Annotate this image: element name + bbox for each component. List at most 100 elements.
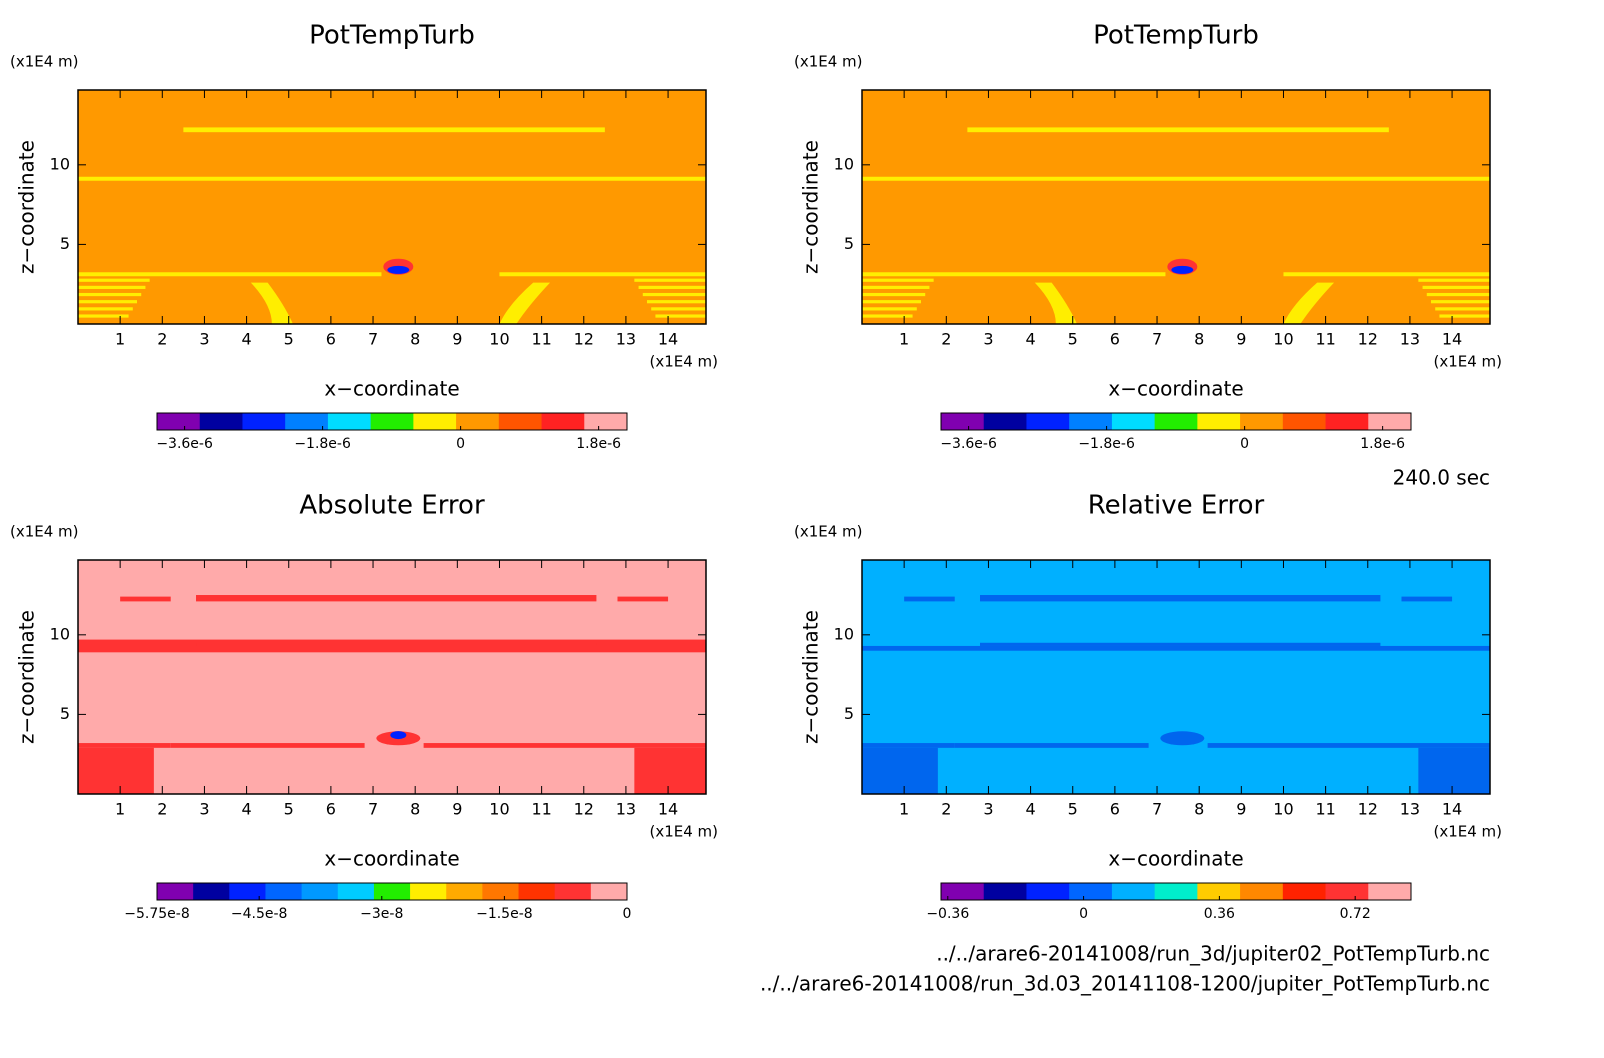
- x-tick-label: 14: [1442, 800, 1462, 819]
- colorbar-swatch: [413, 413, 457, 430]
- plot-frame: [861, 559, 1491, 795]
- contour-band: [634, 747, 706, 794]
- colorbar-swatch: [1282, 413, 1327, 430]
- colorbar-swatch: [1026, 413, 1070, 430]
- colorbar-swatch: [1282, 883, 1327, 900]
- contour-band: [196, 642, 597, 646]
- colorbar-swatch: [157, 413, 201, 430]
- colorbar-tick-label: 0: [1079, 906, 1088, 922]
- colorbar-swatch: [1197, 883, 1241, 900]
- colorbar-swatch: [285, 413, 329, 430]
- plot-frame: [861, 89, 1491, 325]
- x-tick-label: 8: [1194, 800, 1204, 819]
- colorbar-swatch: [1154, 883, 1198, 900]
- colorbar-swatch: [1154, 413, 1198, 430]
- colorbar-swatch: [410, 883, 447, 900]
- x-tick-label: 5: [284, 330, 294, 349]
- contour-band: [499, 272, 706, 277]
- x-tick-label: 1: [115, 330, 125, 349]
- plot-frame: [77, 559, 707, 795]
- x-tick-label: 5: [284, 800, 294, 819]
- x-tick-label: 3: [199, 330, 209, 349]
- chart-title: Relative Error: [1088, 491, 1265, 521]
- x-tick-label: 5: [1068, 330, 1078, 349]
- colorbar-tick-label: −3e-8: [360, 906, 403, 922]
- x-tick-label: 1: [899, 330, 909, 349]
- x-tick-label: 8: [410, 330, 420, 349]
- colorbar-swatch: [590, 883, 628, 900]
- contour-blob: [1160, 731, 1205, 746]
- colorbar-swatch: [1325, 413, 1369, 430]
- x-tick-label: 4: [241, 800, 251, 819]
- contour-band: [1401, 596, 1453, 602]
- colorbar-swatch: [337, 883, 375, 900]
- contour-field: [861, 89, 1491, 325]
- x-tick-label: 9: [1236, 330, 1246, 349]
- colorbar-swatch: [1069, 413, 1113, 430]
- x-tick-label: 11: [1315, 800, 1335, 819]
- x-tick-label: 14: [1442, 330, 1462, 349]
- colorbar-swatch: [229, 883, 266, 900]
- x-tick-label: 10: [489, 800, 509, 819]
- x-tick-label: 13: [1400, 800, 1420, 819]
- contour-band: [617, 596, 669, 602]
- colorbar-swatch: [301, 883, 339, 900]
- y-unit: (x1E4 m): [794, 523, 863, 541]
- x-tick-label: 8: [410, 800, 420, 819]
- colorbar-swatch: [1111, 883, 1156, 900]
- contour-band: [1435, 307, 1490, 311]
- contour-band: [862, 292, 926, 297]
- colorbar-swatch: [518, 883, 556, 900]
- contour-band: [1439, 314, 1490, 318]
- contour-band: [1283, 282, 1335, 324]
- x-tick-label: 7: [1152, 800, 1162, 819]
- x-unit: (x1E4 m): [1433, 823, 1502, 841]
- contour-band: [183, 127, 605, 133]
- x-tick-label: 10: [489, 330, 509, 349]
- contour-band: [862, 645, 1490, 651]
- colorbar-swatch: [1368, 883, 1412, 900]
- x-tick-label: 9: [452, 330, 462, 349]
- y-tick-label: 10: [834, 624, 854, 643]
- contour-band: [980, 595, 1381, 602]
- x-tick-label: 6: [1110, 800, 1120, 819]
- colorbar-tick-label: 0: [623, 906, 632, 922]
- x-tick-label: 1: [115, 800, 125, 819]
- x-tick-label: 10: [1273, 330, 1293, 349]
- colorbar-tick-label: 0.72: [1340, 906, 1371, 922]
- contour-band: [646, 300, 706, 304]
- file-path: ../../arare6-20141008/run_3d.03_20141108…: [760, 972, 1490, 996]
- contour-band: [862, 743, 955, 748]
- panel: PotTempTurb (x1E4 m) (x1E4 m) x−coordinate z…: [794, 21, 1502, 453]
- colorbar-swatch: [941, 413, 985, 430]
- contour-band: [78, 176, 706, 181]
- y-tick-label: 5: [844, 704, 854, 723]
- panel: Relative Error (x1E4 m) (x1E4 m) x−coordina…: [794, 491, 1502, 923]
- colorbar-swatch: [1197, 413, 1241, 430]
- contour-band: [423, 743, 706, 748]
- contour-band: [120, 596, 171, 602]
- x-tick-label: 2: [157, 330, 167, 349]
- y-tick-label: 10: [834, 154, 854, 173]
- colorbar-tick-label: −1.8e-6: [294, 436, 351, 452]
- colorbar-swatch: [541, 413, 585, 430]
- colorbar-swatch: [1111, 413, 1156, 430]
- x-tick-label: 10: [1273, 800, 1293, 819]
- contour-band: [1430, 300, 1490, 304]
- contour-band: [862, 307, 917, 311]
- x-tick-label: 6: [326, 800, 336, 819]
- contour-band: [862, 278, 934, 282]
- chart-title: Absolute Error: [299, 491, 485, 521]
- contour-band: [862, 747, 938, 794]
- y-axis-label: z−coordinate: [15, 140, 39, 274]
- y-tick-label: 5: [844, 234, 854, 253]
- colorbar-swatch: [446, 883, 483, 900]
- colorbar-swatch: [1240, 413, 1284, 430]
- contour-band: [78, 278, 150, 282]
- contour-band: [904, 596, 955, 602]
- x-tick-label: 12: [1358, 330, 1378, 349]
- y-axis-label: z−coordinate: [799, 610, 823, 744]
- contour-band: [78, 285, 146, 289]
- x-tick-label: 4: [1025, 330, 1035, 349]
